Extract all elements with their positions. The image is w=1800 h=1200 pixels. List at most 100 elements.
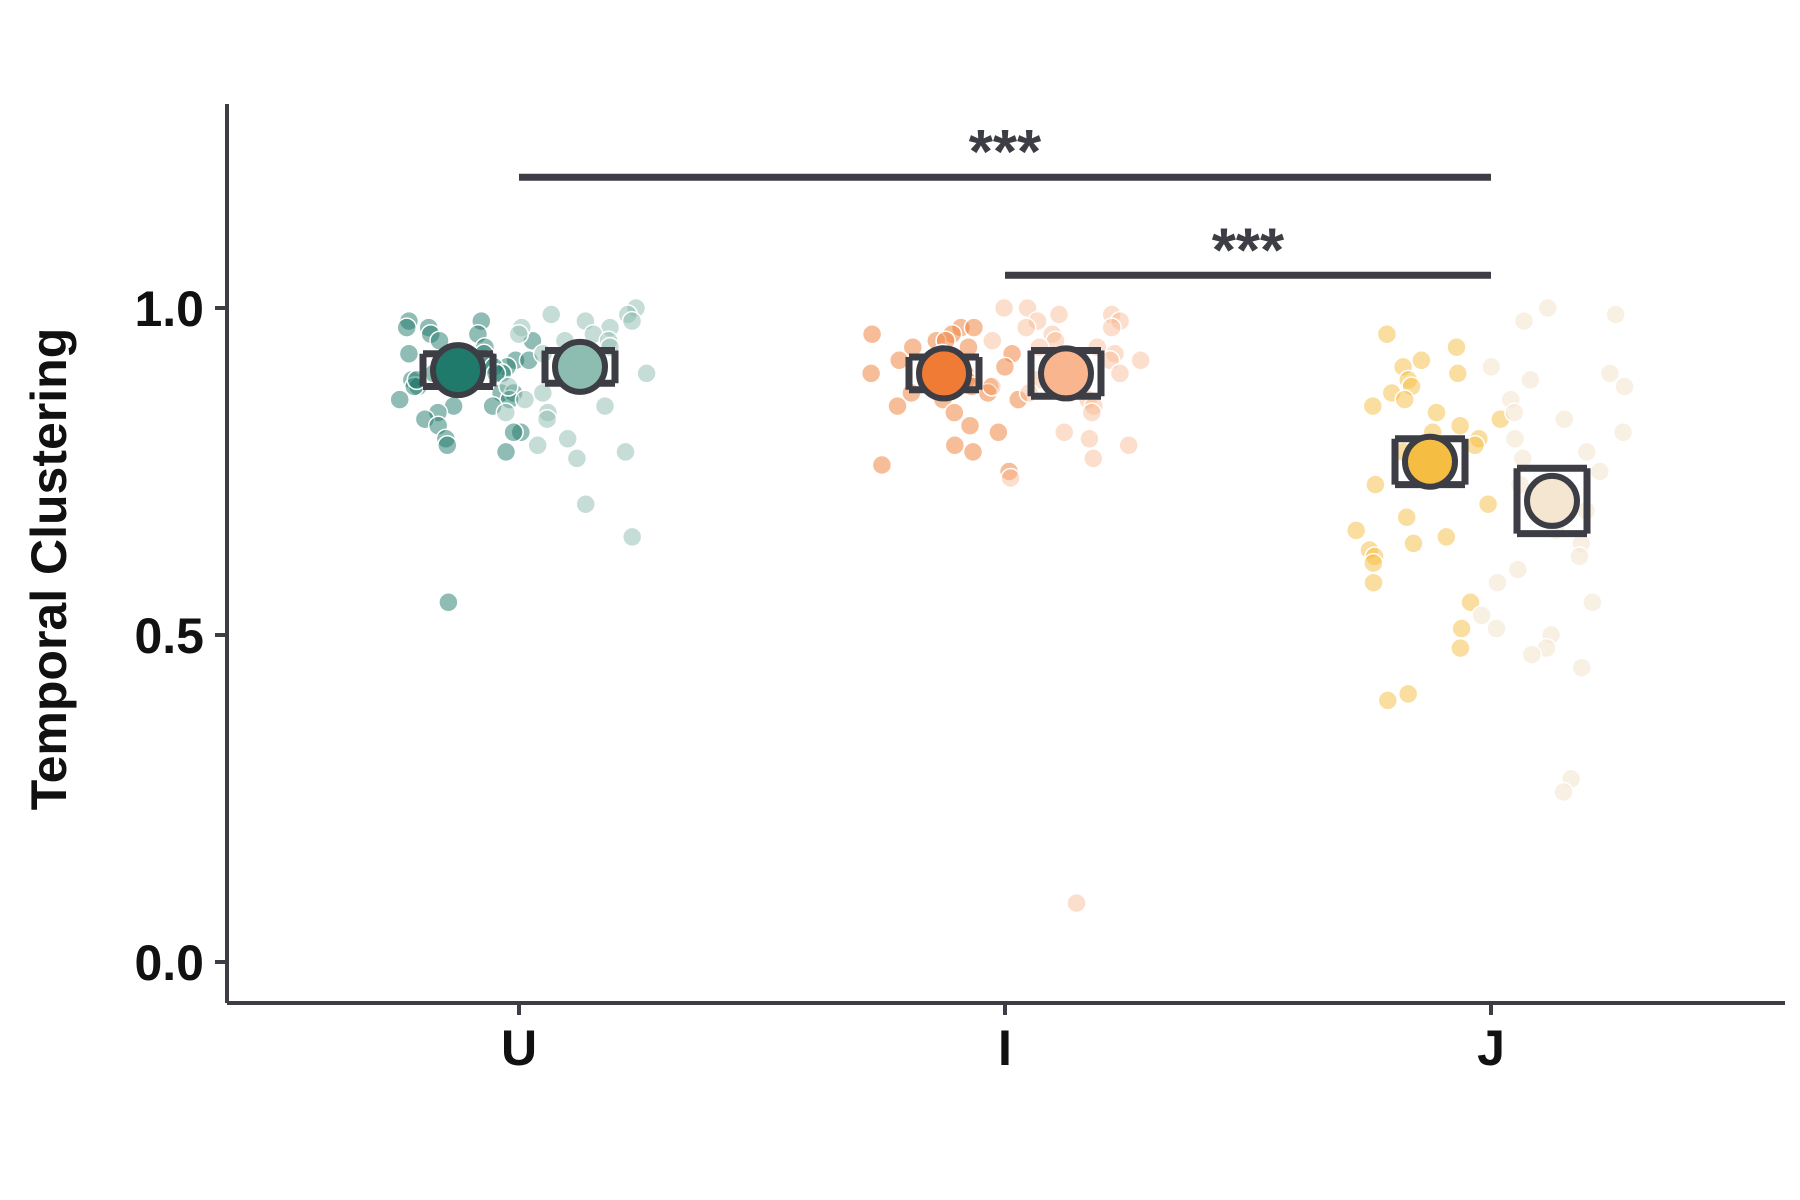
mean-point [1402,433,1458,490]
summary-U-2 [541,338,619,395]
mean-point [916,345,972,402]
data-point [1027,310,1048,332]
data-point [861,323,883,345]
data-point [1513,310,1535,332]
data-point [1481,356,1502,378]
data-point [1450,637,1471,659]
data-point [389,389,410,410]
data-point [594,395,616,417]
y-tick-label: 1.0 [134,281,204,337]
data-point [1451,618,1472,639]
data-point [1614,376,1635,397]
mean-point [1038,345,1094,402]
ticks: 0.0 0.5 1.0 U I J [134,281,1504,1076]
data-point [1365,474,1386,495]
data-point [1101,317,1122,338]
data-point [1377,690,1399,711]
data-point [1394,389,1415,410]
data-point [1486,618,1507,639]
data-point [438,592,459,613]
data-point [1449,415,1471,436]
data-point [1363,552,1384,574]
data-point [871,454,893,476]
data-point [1477,493,1499,515]
data-point [1411,350,1432,371]
data-point [1109,363,1131,384]
data-point [1436,526,1457,548]
data-point [1487,572,1508,593]
significance-layer: *** *** [519,118,1491,285]
data-point [1507,559,1529,580]
data-point [1066,892,1087,914]
y-tick-label: 0.5 [134,608,204,664]
summary-I-2 [1027,345,1105,402]
data-point [621,310,643,332]
data-point [1397,683,1419,705]
axes [225,104,1785,1005]
data-point [514,389,536,410]
data-point [1081,402,1103,423]
data-point [993,297,1015,319]
data-point [1363,572,1384,593]
x-tick-label: I [998,1020,1012,1076]
data-point [1599,363,1621,384]
data-point [1053,422,1075,443]
data-point [437,435,458,456]
data-point [1471,605,1492,626]
mean-point [430,342,486,399]
data-point [1403,533,1424,554]
data-point [1118,435,1139,456]
raw-points-layer [389,297,1635,914]
data-point [1426,402,1447,423]
data-point [1446,336,1467,358]
data-point [1605,304,1626,325]
mean-point [552,338,608,395]
data-point [1130,350,1151,371]
data-point [1447,363,1469,384]
mean-point [1524,472,1580,529]
data-point [1015,317,1037,338]
data-point [1008,389,1029,410]
data-point [1460,592,1481,613]
data-point [1376,323,1398,345]
summary-I-1 [905,345,983,402]
data-point [944,402,965,423]
data-point [994,356,1016,378]
data-point [1589,461,1611,482]
data-point [1612,422,1634,443]
data-point [1553,781,1574,803]
data-point [508,323,530,345]
data-point [1571,657,1593,678]
data-point [887,395,908,417]
data-point [396,317,417,338]
significance-label: *** [1212,216,1285,285]
data-point [1345,520,1367,541]
data-point [557,428,578,450]
data-point [1504,428,1526,450]
data-point [1521,644,1543,665]
data-point [944,435,966,456]
data-point [566,448,588,469]
x-tick-label: U [501,1020,537,1076]
data-point [1537,297,1558,319]
data-point [988,422,1009,443]
data-point [398,343,420,365]
data-point [1000,467,1021,489]
data-point [1083,448,1104,469]
data-point [636,363,657,384]
data-point [495,402,517,423]
data-point [963,317,985,338]
data-point [575,493,596,515]
data-point [495,441,517,463]
data-point [621,526,643,548]
x-tick-label: J [1477,1020,1505,1076]
data-point [959,415,981,436]
summary-U-1 [419,342,497,399]
data-point [1362,395,1384,417]
data-point [1554,408,1575,430]
data-point [503,422,524,443]
data-point [498,376,519,397]
y-tick-label: 0.0 [134,935,204,991]
data-point [962,441,984,463]
